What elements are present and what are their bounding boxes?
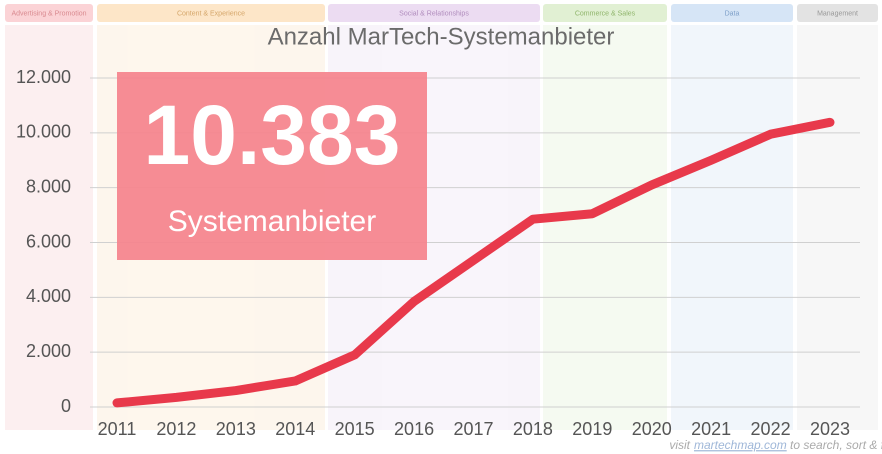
y-tick-label: 8.000 (26, 176, 71, 196)
x-tick-label: 2019 (572, 419, 612, 439)
x-tick-label: 2022 (751, 419, 791, 439)
y-tick-label: 4.000 (26, 286, 71, 306)
column-bg (5, 25, 93, 430)
y-tick-label: 10.000 (16, 122, 71, 142)
y-tick-label: 12.000 (16, 67, 71, 87)
x-tick-label: 2021 (691, 419, 731, 439)
column-bg (797, 25, 878, 430)
x-tick-label: 2011 (98, 419, 137, 439)
annotation-value: 10.383 (144, 88, 401, 182)
header-label: Commerce & Sales (575, 10, 636, 17)
header-bar (543, 4, 667, 22)
header-bar (328, 4, 540, 22)
x-tick-label: 2018 (513, 419, 553, 439)
y-tick-label: 2.000 (26, 341, 71, 361)
header-label: Data (725, 10, 740, 17)
chart-title: Anzahl MarTech-Systemanbieter (268, 23, 615, 50)
x-tick-label: 2016 (394, 419, 434, 439)
annotation-box (117, 72, 427, 260)
x-tick-label: 2015 (335, 419, 375, 439)
x-tick-label: 2017 (453, 419, 493, 439)
annotation-label: Systemanbieter (168, 205, 376, 238)
y-tick-label: 6.000 (26, 231, 71, 251)
header-bar (671, 4, 793, 22)
footer-prefix: visit (669, 438, 690, 452)
footer-suffix: to search, sort & filter (790, 438, 882, 452)
x-tick-label: 2012 (156, 419, 196, 439)
x-tick-label: 2023 (810, 419, 850, 439)
header-label: Management (817, 10, 858, 17)
x-tick-label: 2014 (275, 419, 315, 439)
header-label: Social & Relationships (399, 10, 469, 17)
header-bar (97, 4, 325, 22)
line (112, 117, 835, 408)
column-bg (543, 25, 667, 430)
x-tick-label: 2013 (216, 419, 256, 439)
column-bg (671, 25, 793, 430)
header-bar (797, 4, 878, 22)
header-label: Advertising & Promotion (11, 10, 86, 17)
header-label: Content & Experience (177, 10, 245, 17)
footer-link[interactable]: martechmap.com (694, 438, 787, 452)
header-bar (5, 4, 93, 22)
x-tick-label: 2020 (632, 419, 672, 439)
y-tick-label: 0 (61, 396, 71, 416)
